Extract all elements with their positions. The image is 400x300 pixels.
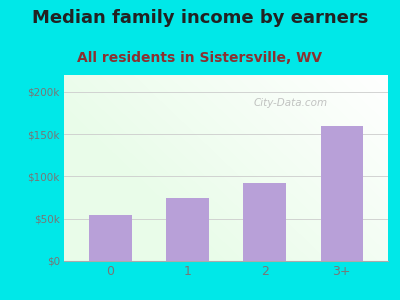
Text: City-Data.com: City-Data.com: [254, 98, 328, 108]
Bar: [166, 198, 209, 261]
Bar: [320, 126, 363, 261]
Text: Median family income by earners: Median family income by earners: [32, 9, 368, 27]
Bar: [243, 183, 286, 261]
Bar: [89, 214, 132, 261]
Text: All residents in Sistersville, WV: All residents in Sistersville, WV: [78, 51, 322, 65]
